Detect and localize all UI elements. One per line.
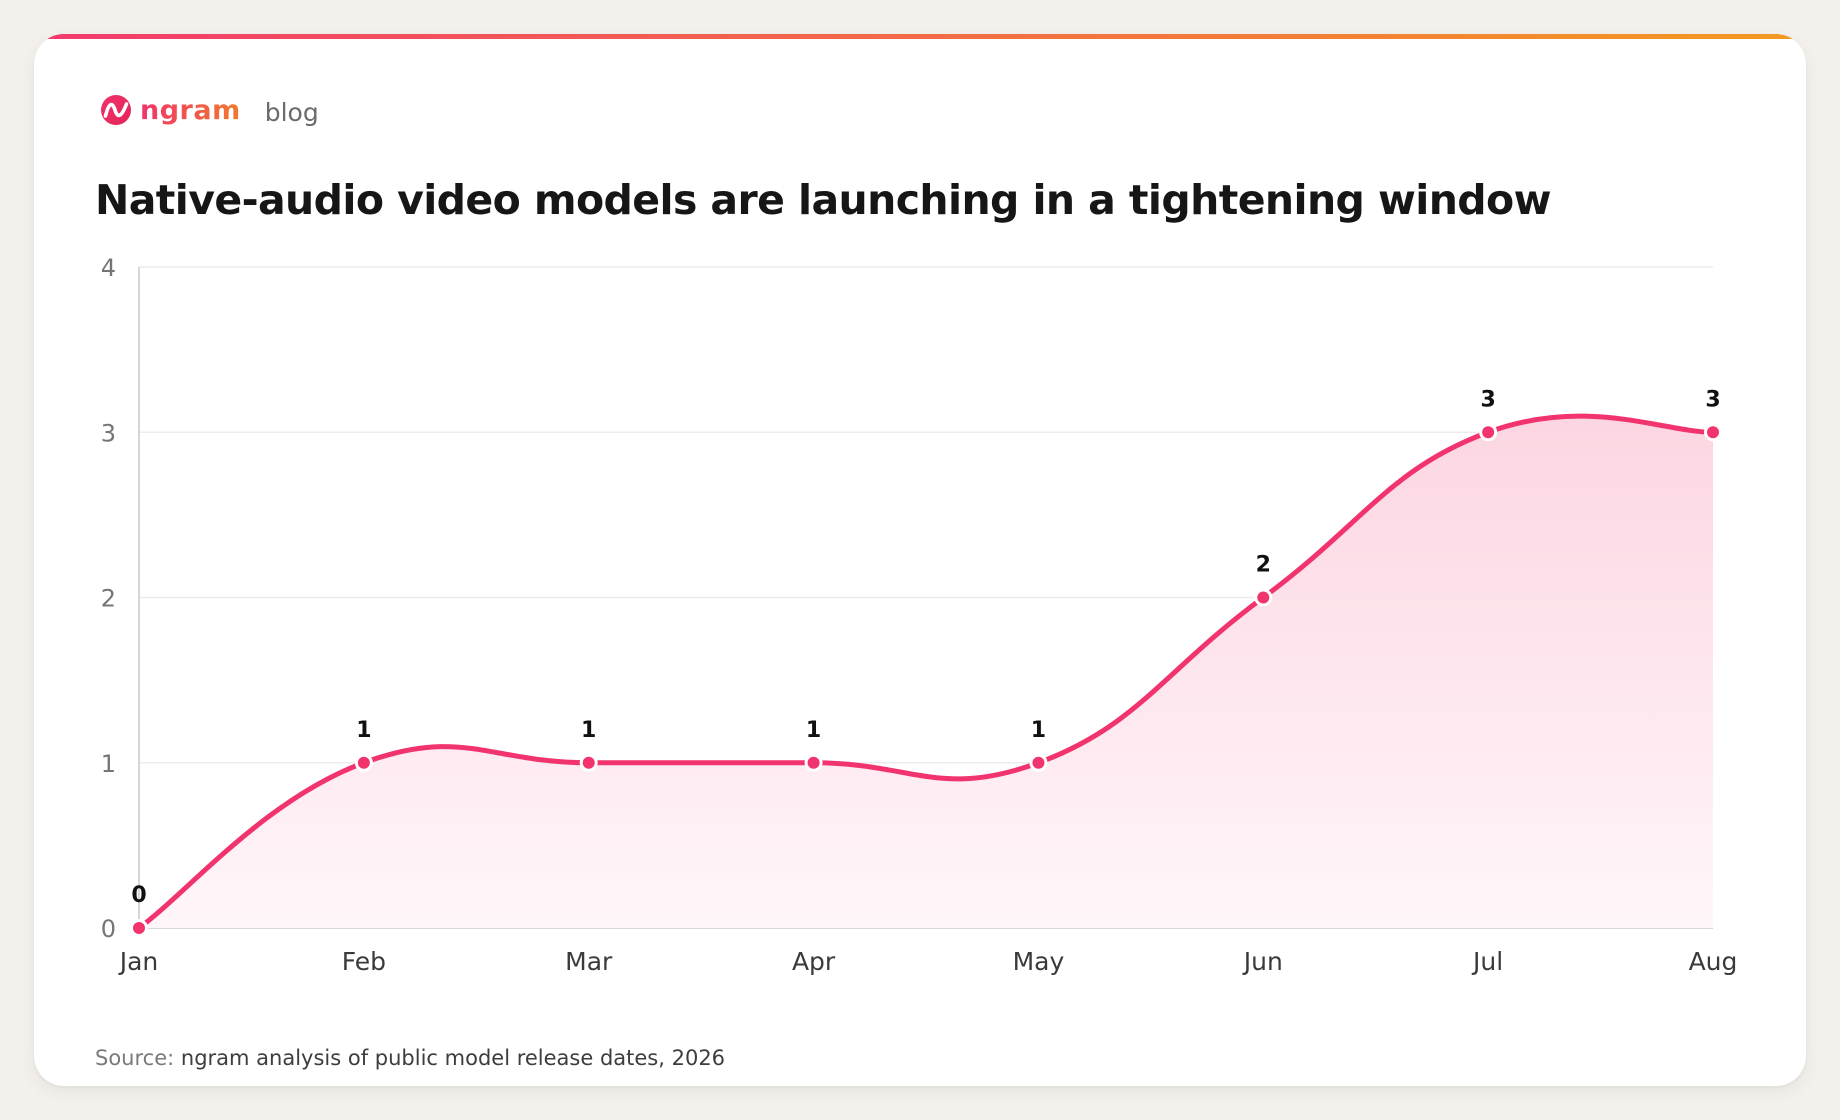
brand-name[interactable]: ngram	[140, 94, 241, 126]
x-tick-label: Jan	[118, 947, 159, 976]
data-point-feb[interactable]	[354, 753, 373, 772]
data-point-mar[interactable]	[579, 753, 598, 772]
brand-section-label[interactable]: blog	[264, 97, 319, 127]
chart-card: ngram blog Native-audio video models are…	[34, 34, 1806, 1086]
x-tick-label: Jun	[1242, 947, 1283, 976]
data-label: 1	[1031, 718, 1046, 743]
data-label: 1	[806, 718, 821, 743]
x-tick-label: May	[1013, 947, 1065, 976]
area-fill	[139, 416, 1713, 928]
series-line	[136, 413, 1716, 931]
y-tick-label: 2	[101, 585, 116, 613]
x-tick-label: Apr	[792, 947, 836, 976]
data-label: 0	[131, 883, 146, 908]
x-tick-label: Aug	[1689, 947, 1738, 976]
data-label: 2	[1256, 553, 1271, 578]
x-tick-label: Feb	[342, 947, 386, 976]
data-point-jun[interactable]	[1254, 588, 1273, 607]
line-layer	[136, 413, 1716, 931]
accent-bar	[34, 34, 1806, 39]
y-tick-label: 3	[101, 419, 116, 447]
data-label: 3	[1705, 387, 1720, 412]
data-label: 1	[356, 718, 371, 743]
area-layer	[139, 416, 1713, 928]
data-point-jan[interactable]	[130, 919, 148, 937]
data-point-aug[interactable]	[1704, 423, 1722, 442]
x-tick-label: Mar	[565, 947, 613, 976]
source-label: Source:	[95, 1046, 175, 1070]
source-text: ngram analysis of public model release d…	[180, 1046, 726, 1070]
brand-header: ngram blog	[100, 88, 319, 132]
y-tick-label: 1	[101, 750, 116, 778]
ngram-wave-logo-icon	[101, 95, 131, 125]
data-point-jul[interactable]	[1479, 423, 1498, 442]
data-label: 1	[581, 718, 596, 743]
point-layer	[130, 423, 1722, 937]
data-point-apr[interactable]	[804, 753, 823, 772]
chart-title: Native-audio video models are launching …	[95, 176, 1551, 224]
y-tick-label: 4	[101, 254, 116, 282]
x-tick-label: Jul	[1471, 947, 1503, 976]
data-label: 3	[1480, 387, 1495, 412]
data-point-may[interactable]	[1029, 753, 1048, 772]
y-tick-label: 0	[101, 915, 116, 943]
source-note: Source: ngram analysis of public model r…	[95, 1046, 725, 1070]
